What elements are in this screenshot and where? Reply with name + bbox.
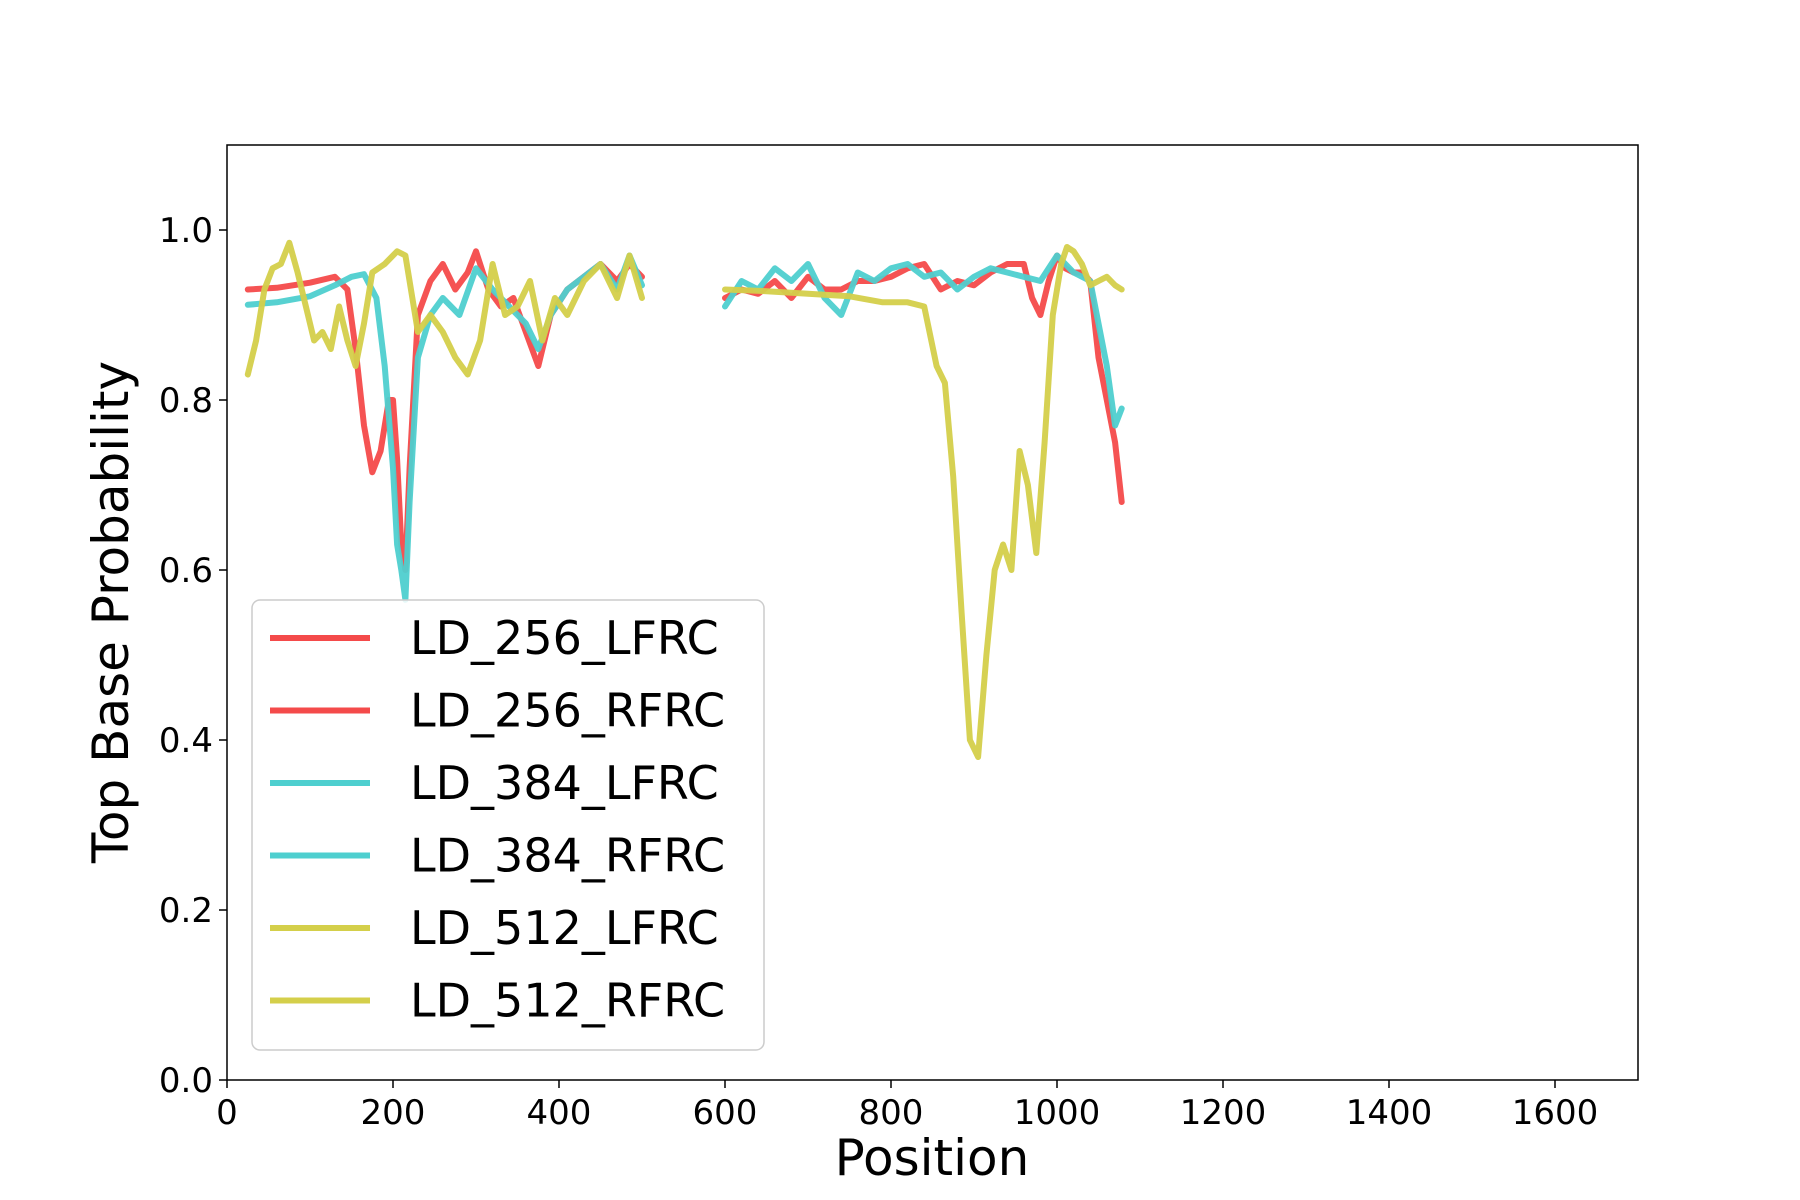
x-tick-label: 400 [527,1093,592,1133]
y-tick-label: 0.2 [159,891,213,931]
x-axis-label: Position [835,1129,1030,1187]
y-tick-label: 0.0 [159,1061,213,1101]
series-line-4 [244,239,645,378]
series-line-3 [722,252,1125,429]
x-tick-label: 1400 [1346,1093,1433,1133]
legend: LD_256_LFRC LD_256_RFRC LD_384_LFRC LD_384_… [251,599,765,1051]
y-tick-label: 0.8 [159,381,213,421]
plot-frame [226,144,1639,1081]
x-tick-label: 1000 [1014,1093,1101,1133]
series-line-5 [722,244,1125,760]
x-tick-label: 200 [361,1093,426,1133]
legend-label: LD_512_RFRC [410,974,725,1028]
y-tick-label: 0.4 [159,721,213,761]
x-axis: 0 200 400 600 800 1000 1200 1400 1600 [216,1080,1598,1133]
legend-label: LD_512_LFRC [410,901,719,955]
y-axis: 0.0 0.2 0.4 0.6 0.8 1.0 [159,211,227,1101]
y-axis-label: Top Base Probability [82,361,140,864]
legend-label: LD_384_RFRC [410,829,725,883]
legend-label: LD_256_LFRC [410,611,719,665]
legend-label: LD_256_RFRC [410,684,725,738]
x-tick-label: 1600 [1512,1093,1599,1133]
x-tick-label: 1200 [1180,1093,1267,1133]
legend-box [251,599,765,1051]
x-tick-label: 0 [216,1093,238,1133]
x-tick-label: 600 [693,1093,758,1133]
legend-label: LD_384_LFRC [410,756,719,810]
series-line-1 [722,252,1125,505]
y-tick-label: 0.6 [159,551,213,591]
plot-lines [244,239,1125,760]
y-tick-label: 1.0 [159,211,213,251]
x-tick-label: 800 [859,1093,924,1133]
